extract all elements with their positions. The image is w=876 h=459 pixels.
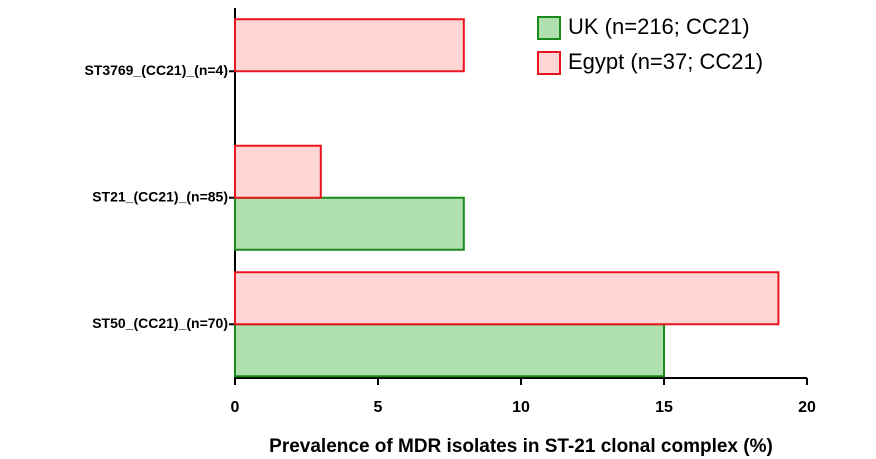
x-tick-label: 0 <box>231 399 240 416</box>
legend-label: UK (n=216; CC21) <box>568 14 750 39</box>
legend-swatch <box>537 51 561 75</box>
x-tick-label: 10 <box>512 399 530 416</box>
legend-swatch <box>537 16 561 40</box>
x-tick-label: 20 <box>798 399 816 416</box>
bar <box>234 323 665 378</box>
x-tick-label: 5 <box>374 399 383 416</box>
legend-label: Egypt (n=37; CC21) <box>568 49 763 74</box>
y-tick-label: ST3769_(CC21)_(n=4) <box>84 62 228 78</box>
bar <box>234 18 465 73</box>
y-tick-label: ST21_(CC21)_(n=85) <box>92 188 228 204</box>
x-axis-title: Prevalence of MDR isolates in ST-21 clon… <box>269 436 773 457</box>
y-tick-label: ST50_(CC21)_(n=70) <box>92 315 228 331</box>
x-tick-label: 15 <box>655 399 673 416</box>
bar <box>234 271 780 326</box>
bar <box>234 144 322 199</box>
bar <box>234 196 465 251</box>
